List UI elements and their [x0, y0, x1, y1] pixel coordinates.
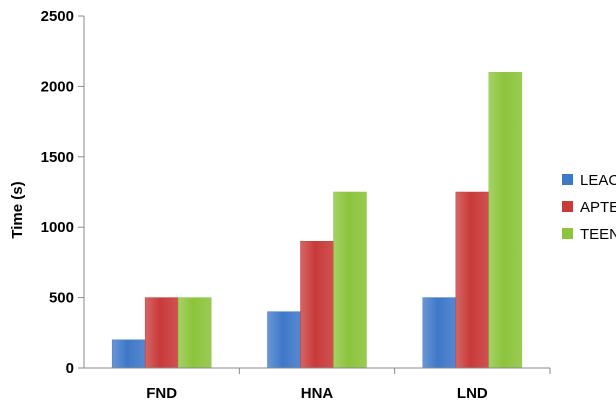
- bar-apteen-hna: [300, 241, 334, 369]
- legend-label-leach: LEACH: [580, 172, 616, 189]
- bar-leach-lnd: [422, 297, 457, 369]
- bar-apteen-fnd: [144, 297, 179, 369]
- legend-label-apteen: APTEEN: [580, 199, 616, 216]
- bar-teen-hna: [333, 191, 367, 369]
- legend-swatch-leach: [562, 174, 573, 185]
- bar-leach-hna: [267, 311, 301, 369]
- legend-swatch-teen: [562, 228, 573, 239]
- axes-layer: 0 500 1000 1500 2000 2500 FND HNA LND: [41, 8, 551, 402]
- y-tick-label: 1500: [41, 149, 74, 166]
- bar-leach-fnd: [111, 339, 146, 369]
- bar-teen-fnd: [177, 297, 212, 369]
- y-tick-label: 2500: [41, 8, 74, 25]
- x-tick-label: LND: [457, 385, 488, 402]
- legend: LEACH APTEEN TEEN: [562, 172, 616, 243]
- legend-label-teen: TEEN: [580, 226, 616, 243]
- y-tick-label: 500: [49, 290, 74, 307]
- bar-teen-lnd: [488, 72, 523, 369]
- y-axis-title: Time (s): [9, 181, 26, 238]
- y-tick-label: 2000: [41, 78, 74, 95]
- bars-layer: [111, 72, 523, 369]
- x-tick-label: HNA: [301, 385, 334, 402]
- y-tick-label: 0: [66, 360, 74, 377]
- y-tick-label: 1000: [41, 219, 74, 236]
- bar-apteen-lnd: [455, 191, 490, 369]
- x-tick-label: FND: [146, 385, 177, 402]
- legend-swatch-apteen: [562, 201, 573, 212]
